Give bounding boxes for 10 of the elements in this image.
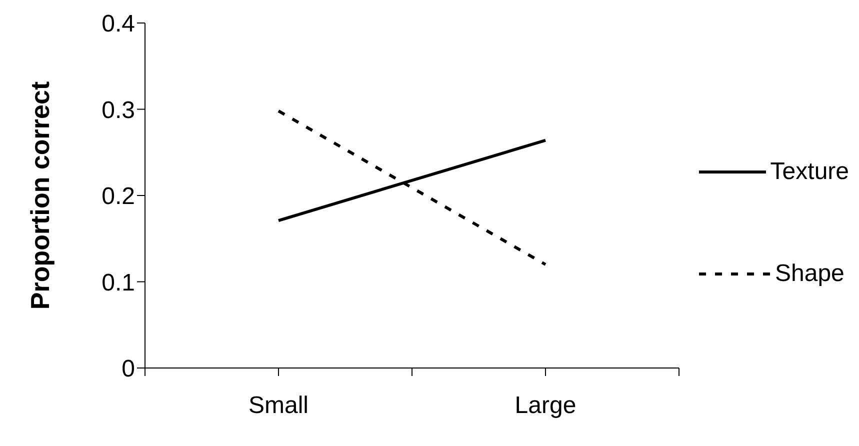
y-tick-label: 0.1 [102,269,135,296]
y-tick-label: 0.4 [102,10,135,38]
x-tick-label: Large [514,392,576,420]
y-tick-label: 0.2 [102,183,135,210]
y-axis-title: Proportion correct [25,81,56,310]
y-tick-label: 0.3 [102,96,135,124]
legend-label: Texture [770,158,849,186]
x-tick-label: Small [248,392,309,420]
legend-label: Shape [775,260,844,288]
y-tick-label: 0 [122,356,135,383]
